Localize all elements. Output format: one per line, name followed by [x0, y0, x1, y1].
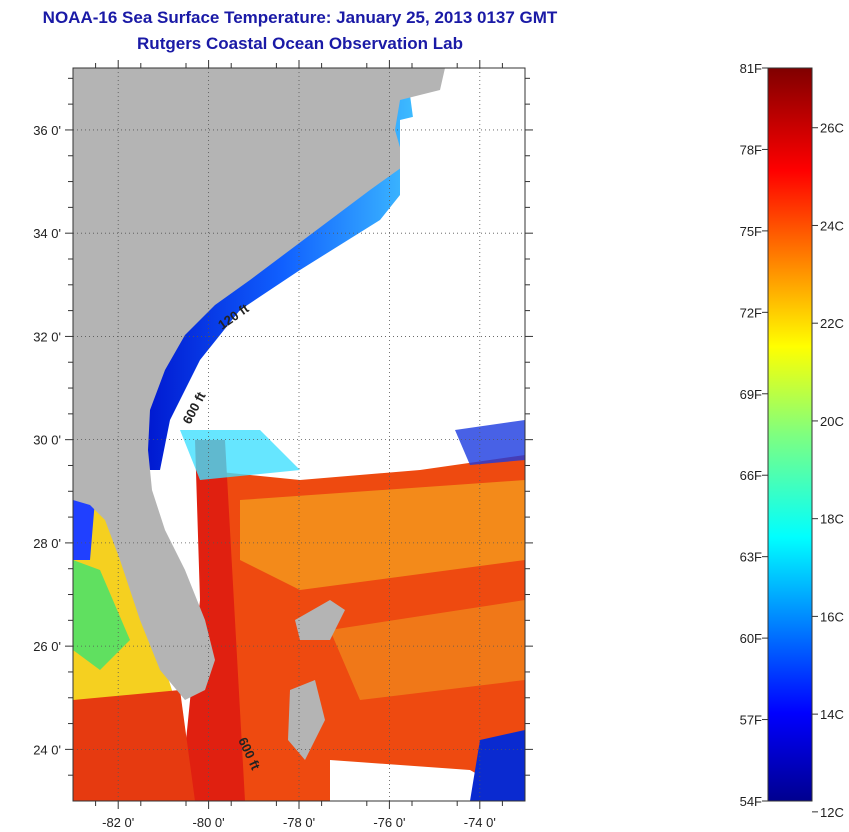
colorbar-f-label: 57F — [740, 713, 762, 728]
colorbar-f-label: 60F — [740, 631, 762, 646]
lon-tick-label: -78 0' — [283, 815, 315, 830]
lat-tick-label: 24 0' — [33, 742, 61, 757]
colorbar-f-label: 72F — [740, 305, 762, 320]
colorbar-f-label: 75F — [740, 224, 762, 239]
colorbar-c-label: 18C — [820, 512, 844, 527]
cold-patch-ne — [455, 420, 525, 465]
map-subtitle: Rutgers Coastal Ocean Observation Lab — [137, 34, 463, 53]
colorbar-c-label: 20C — [820, 414, 844, 429]
lon-tick-label: -80 0' — [193, 815, 225, 830]
andros-island — [288, 680, 325, 760]
graticule — [73, 68, 525, 801]
colorbar-c-label: 14C — [820, 707, 844, 722]
colorbar-f-label: 63F — [740, 550, 762, 565]
lat-tick-label: 32 0' — [33, 329, 61, 344]
lon-tick-label: -82 0' — [102, 815, 134, 830]
lat-tick-label: 28 0' — [33, 536, 61, 551]
colorbar — [767, 67, 813, 802]
lat-tick-label: 26 0' — [33, 639, 61, 654]
axis-ticks: 36 0' 34 0' 32 0' 30 0' 28 0' 26 0' 24 0' -82 0… — [33, 60, 533, 830]
us-southeast-land — [73, 68, 445, 700]
lon-tick-label: -74 0' — [464, 815, 496, 830]
lon-tick-label: -76 0' — [373, 815, 405, 830]
keys-red — [73, 690, 195, 801]
colorbar-c-label: 16C — [820, 609, 844, 624]
lat-tick-label: 34 0' — [33, 226, 61, 241]
gulf-cool-edge — [73, 490, 95, 560]
cyan-shelf — [180, 430, 300, 480]
orange-band-2 — [330, 600, 525, 700]
florida-current — [180, 440, 245, 801]
colorbar-ticks: 81F 78F 75F 72F 69F 66F 63F 60F 57F 54F 26C 24C 22C 2… — [740, 61, 844, 820]
cloud-area-north — [300, 90, 525, 400]
colorbar-c-label: 12C — [820, 805, 844, 820]
bahamas-island — [295, 600, 345, 640]
colorbar-f-label: 54F — [740, 794, 762, 809]
colorbar-f-label: 66F — [740, 468, 762, 483]
orange-band — [240, 480, 525, 590]
colorbar-c-label: 24C — [820, 218, 844, 233]
cold-patch-se — [470, 730, 525, 801]
colorbar-c-label: 26C — [820, 121, 844, 136]
gulf-green — [73, 560, 130, 670]
map-title: NOAA-16 Sea Surface Temperature: January… — [42, 8, 558, 27]
colorbar-c-label: 22C — [820, 316, 844, 331]
lat-tick-label: 30 0' — [33, 433, 61, 448]
lat-tick-label: 36 0' — [33, 123, 61, 138]
colorbar-f-label: 69F — [740, 387, 762, 402]
colorbar-f-label: 81F — [740, 61, 762, 76]
colorbar-f-label: 78F — [740, 142, 762, 157]
